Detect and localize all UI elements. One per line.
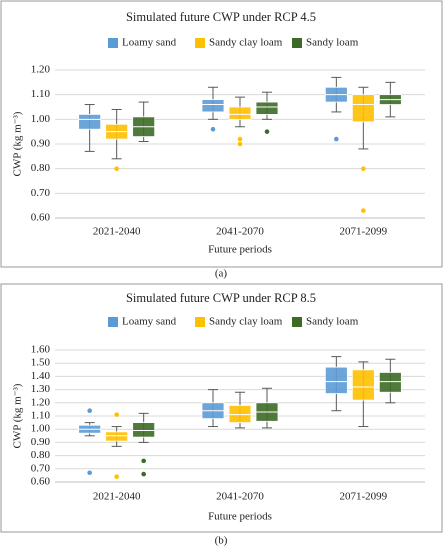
- y-tick-label: 0.80: [31, 162, 51, 174]
- outlier: [114, 412, 119, 417]
- y-tick-label: 1.50: [31, 357, 51, 369]
- box: [228, 106, 252, 120]
- legend-swatch: [108, 317, 118, 327]
- chart-title: Simulated future CWP under RCP 4.5: [126, 10, 316, 24]
- x-tick-label: 2041-2070: [216, 226, 264, 238]
- outlier: [237, 141, 243, 147]
- y-tick-label: 0.60: [31, 212, 51, 224]
- outlier: [87, 470, 92, 476]
- panel-frame: [0, 0, 443, 268]
- y-tick-label: 1.00: [31, 113, 51, 125]
- chart-title: Simulated future CWP under RCP 8.5: [126, 291, 316, 305]
- legend-swatch: [195, 38, 205, 48]
- y-tick-label: 0.80: [31, 449, 51, 461]
- x-tick-label: 2021-2040: [93, 226, 141, 238]
- outlier: [264, 129, 270, 134]
- y-tick-label: 1.30: [31, 383, 51, 395]
- x-axis-title: Future periods: [208, 511, 272, 523]
- x-tick-label: 2021-2040: [93, 491, 141, 503]
- y-tick-label: 0.90: [31, 436, 51, 448]
- x-tick-label: 2071-2099: [339, 226, 387, 238]
- outlier: [87, 408, 92, 414]
- box: [255, 101, 279, 115]
- box: [105, 431, 129, 442]
- legend-label: Sandy loam: [306, 316, 359, 328]
- outlier: [141, 471, 146, 477]
- caption: (a): [215, 268, 228, 280]
- legend-label: Loamy sand: [122, 316, 177, 328]
- outlier: [210, 126, 216, 132]
- y-tick-label: 0.70: [31, 462, 51, 474]
- outlier: [114, 166, 119, 171]
- outlier: [237, 136, 243, 142]
- y-axis-title: CWP (kg m⁻³): [12, 383, 24, 448]
- x-axis-title: Future periods: [208, 244, 272, 256]
- y-tick-label: 1.00: [31, 423, 51, 435]
- outlier: [334, 136, 339, 142]
- box: [228, 405, 252, 424]
- box: [351, 94, 375, 123]
- legend-label: Sandy clay loam: [209, 37, 283, 49]
- x-tick-label: 2041-2070: [216, 491, 264, 503]
- outlier: [114, 474, 119, 480]
- box: [324, 366, 348, 394]
- y-tick-label: 0.90: [31, 138, 51, 150]
- box: [378, 372, 402, 393]
- y-tick-label: 1.10: [31, 88, 51, 100]
- y-tick-label: 1.40: [31, 370, 51, 382]
- box: [351, 369, 375, 401]
- caption: (b): [215, 535, 228, 547]
- outlier: [141, 458, 146, 464]
- y-axis-title: CWP (kg m⁻³): [12, 111, 24, 176]
- y-tick-label: 1.20: [31, 64, 51, 76]
- outlier: [361, 166, 366, 171]
- y-tick-label: 0.70: [31, 187, 51, 199]
- legend-swatch: [108, 38, 118, 48]
- x-tick-label: 2071-2099: [339, 491, 387, 503]
- y-tick-label: 1.20: [31, 396, 51, 408]
- legend-swatch: [292, 317, 302, 327]
- box: [78, 114, 102, 130]
- legend-swatch: [292, 38, 302, 48]
- legend-label: Sandy loam: [306, 37, 359, 49]
- y-tick-label: 1.10: [31, 410, 51, 422]
- outlier: [361, 208, 366, 213]
- legend-label: Sandy clay loam: [209, 316, 283, 328]
- panel-frame: [0, 283, 443, 533]
- box: [201, 99, 225, 113]
- y-tick-label: 0.60: [31, 476, 51, 488]
- box: [132, 422, 156, 438]
- y-tick-label: 1.60: [31, 344, 51, 356]
- legend-swatch: [195, 317, 205, 327]
- legend-label: Loamy sand: [122, 37, 177, 49]
